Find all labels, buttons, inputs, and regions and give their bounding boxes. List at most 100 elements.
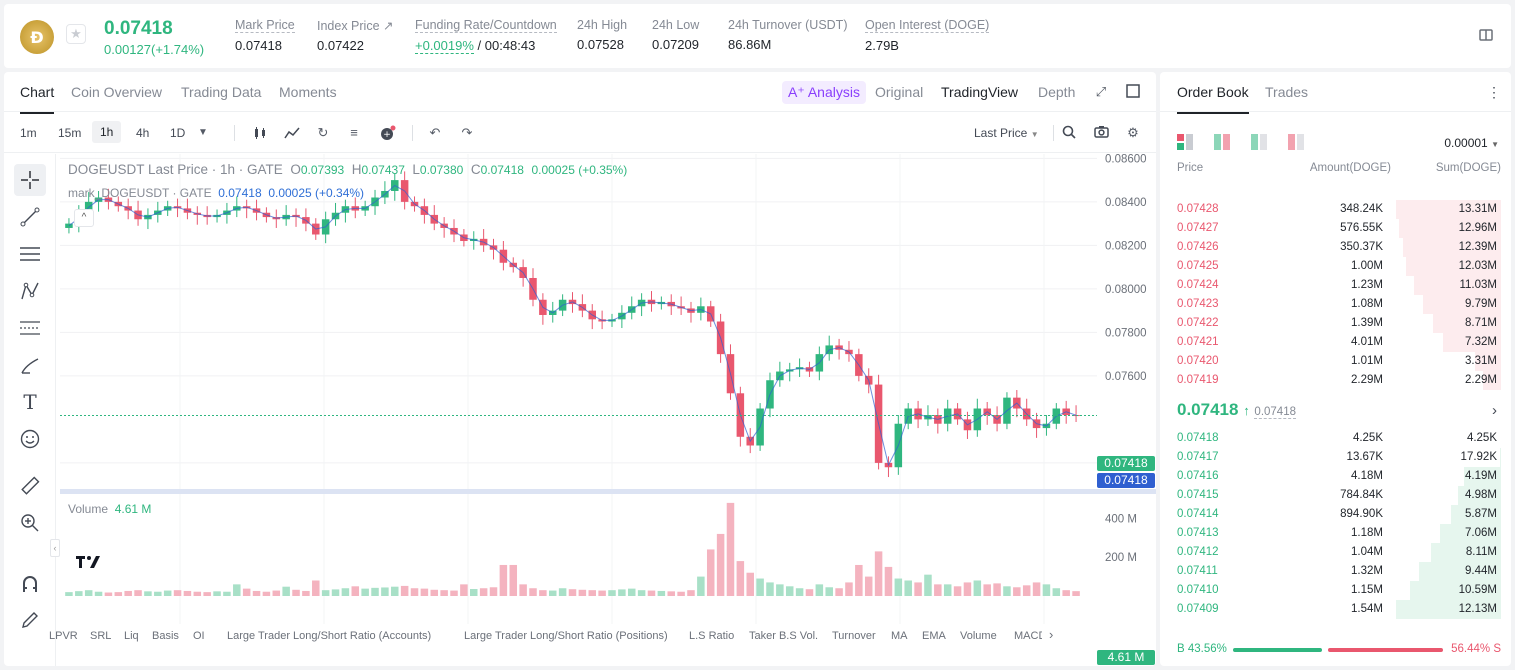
- tab-original[interactable]: Original: [875, 84, 924, 100]
- more-options-icon[interactable]: ⋮: [1487, 84, 1501, 100]
- indicator-taker-bs[interactable]: Taker B.S Vol.: [749, 630, 819, 642]
- indicators-icon[interactable]: [284, 125, 300, 141]
- tab-coin-overview[interactable]: Coin Overview: [71, 84, 163, 100]
- volume-bar: [183, 590, 192, 596]
- bid-price: 0.07413: [1177, 527, 1219, 539]
- chevron-right-icon[interactable]: ›: [1492, 402, 1497, 419]
- indicator-lpvr[interactable]: LPVR: [49, 630, 78, 642]
- templates-icon[interactable]: ≡: [350, 125, 358, 140]
- chart-legend-mark: mark_DOGEUSDT · GATE 0.07418 0.00025 (+0…: [68, 186, 364, 200]
- pencil-icon[interactable]: [14, 604, 46, 636]
- candlestick-chart[interactable]: 0.08600 0.08400 0.08200 0.08000 0.07800 0.076…: [60, 153, 1156, 624]
- ask-amount: 2.29M: [1351, 374, 1383, 386]
- bid-row[interactable]: 0.07412 1.04M 8.11M: [1160, 543, 1511, 562]
- collapse-legend-button[interactable]: ^: [74, 209, 94, 227]
- chart-plot-area[interactable]: 0.08600 0.08400 0.08200 0.08000 0.07800 0.076…: [60, 153, 1156, 666]
- refresh-icon[interactable]: ↻: [317, 125, 329, 140]
- candles-icon[interactable]: [252, 125, 268, 141]
- ask-row[interactable]: 0.07420 1.01M 3.31M: [1160, 352, 1511, 371]
- tab-chart[interactable]: Chart: [20, 84, 55, 114]
- tab-order-book[interactable]: Order Book: [1177, 84, 1249, 114]
- brush-icon[interactable]: [14, 349, 46, 381]
- interval-1h[interactable]: 1h: [92, 121, 122, 143]
- bid-sum: 5.87M: [1465, 508, 1497, 520]
- indicator-large-trader-accounts[interactable]: Large Trader Long/Short Ratio (Accounts): [227, 630, 432, 642]
- bid-row[interactable]: 0.07416 4.18M 4.19M: [1160, 467, 1511, 486]
- bid-row[interactable]: 0.07413 1.18M 7.06M: [1160, 524, 1511, 543]
- ruler-icon[interactable]: [14, 470, 46, 502]
- legend-low: 0.07380: [419, 163, 464, 177]
- book-icon[interactable]: [1479, 28, 1493, 42]
- indicator-oi[interactable]: OI: [193, 630, 205, 642]
- ask-row[interactable]: 0.07426 350.37K 12.39M: [1160, 238, 1511, 257]
- tab-trading-data[interactable]: Trading Data: [181, 84, 262, 100]
- volume-bar: [647, 590, 656, 596]
- bid-row[interactable]: 0.07414 894.90K 5.87M: [1160, 505, 1511, 524]
- ask-row[interactable]: 0.07424 1.23M 11.03M: [1160, 276, 1511, 295]
- camera-icon[interactable]: [1093, 125, 1109, 141]
- tab-depth[interactable]: Depth: [1038, 84, 1076, 100]
- interval-1m[interactable]: 1m: [20, 126, 37, 140]
- interval-15m[interactable]: 15m: [58, 126, 82, 140]
- indicator-turnover[interactable]: Turnover: [832, 630, 876, 642]
- ask-row[interactable]: 0.07422 1.39M 8.71M: [1160, 314, 1511, 333]
- fib-retracement-icon[interactable]: [14, 312, 46, 344]
- ask-row[interactable]: 0.07421 4.01M 7.32M: [1160, 333, 1511, 352]
- pattern-icon[interactable]: [14, 275, 46, 307]
- undo-icon[interactable]: ↶: [429, 125, 441, 140]
- buy-ratio: B 43.56%: [1177, 643, 1227, 655]
- window-icon[interactable]: [1125, 84, 1141, 100]
- bid-row[interactable]: 0.07417 13.67K 17.92K: [1160, 448, 1511, 467]
- ask-row[interactable]: 0.07419 2.29M 2.29M: [1160, 371, 1511, 390]
- ask-row[interactable]: 0.07425 1.00M 12.03M: [1160, 257, 1511, 276]
- indicator-volume[interactable]: Volume: [960, 630, 997, 642]
- magnet-icon[interactable]: [14, 568, 46, 600]
- precision-select[interactable]: 0.00001 ▼: [1444, 136, 1499, 150]
- gear-icon[interactable]: ⚙: [1127, 125, 1139, 140]
- smiley-icon[interactable]: [14, 423, 46, 455]
- stat-funding-rate[interactable]: Funding Rate/Countdown +0.0019% / 00:48:…: [415, 18, 557, 54]
- tab-trades[interactable]: Trades: [1265, 84, 1309, 100]
- bid-price: 0.07409: [1177, 603, 1219, 615]
- zoom-in-icon[interactable]: [14, 507, 46, 539]
- ai-analysis-button[interactable]: A⁺ Analysis: [782, 81, 866, 104]
- bid-price: 0.07411: [1177, 565, 1218, 577]
- tab-tradingview[interactable]: TradingView: [941, 84, 1019, 100]
- alert-add-icon[interactable]: +: [379, 125, 396, 141]
- redo-icon[interactable]: ↷: [461, 125, 473, 140]
- ask-row[interactable]: 0.07428 348.24K 13.31M: [1160, 200, 1511, 219]
- indicator-liq[interactable]: Liq: [124, 630, 139, 642]
- legend-mark-value: 0.07418: [218, 186, 262, 200]
- collapse-tools-icon[interactable]: ‹: [50, 539, 60, 557]
- indicator-ls-ratio[interactable]: L.S Ratio: [689, 630, 735, 642]
- interval-dropdown-icon[interactable]: ▼: [198, 127, 208, 138]
- bid-row[interactable]: 0.07410 1.15M 10.59M: [1160, 581, 1511, 600]
- indicator-srl[interactable]: SRL: [90, 630, 112, 642]
- search-icon[interactable]: [1061, 125, 1077, 141]
- trend-line-icon[interactable]: [14, 201, 46, 233]
- indicator-macd[interactable]: MACD: [1014, 630, 1042, 642]
- price-type-select[interactable]: Last Price ▼: [974, 126, 1039, 140]
- crosshair-icon[interactable]: [14, 164, 46, 196]
- horizontal-lines-icon[interactable]: [14, 238, 46, 270]
- mid-price[interactable]: 0.07418 ↑ 0.07418: [1177, 400, 1296, 420]
- text-tool-icon[interactable]: T: [23, 390, 37, 414]
- indicator-ma[interactable]: MA: [891, 630, 908, 642]
- interval-4h[interactable]: 4h: [136, 126, 150, 140]
- stat-mark-price: Mark Price 0.07418: [235, 18, 295, 53]
- ask-row[interactable]: 0.07427 576.55K 12.96M: [1160, 219, 1511, 238]
- expand-icon[interactable]: ⤢: [1095, 84, 1107, 99]
- indicator-ema[interactable]: EMA: [922, 630, 946, 642]
- ask-row[interactable]: 0.07423 1.08M 9.79M: [1160, 295, 1511, 314]
- indicator-basis[interactable]: Basis: [152, 630, 179, 642]
- indicator-large-trader-positions[interactable]: Large Trader Long/Short Ratio (Positions…: [464, 630, 668, 642]
- tab-moments[interactable]: Moments: [279, 84, 337, 100]
- bid-row[interactable]: 0.07409 1.54M 12.13M: [1160, 600, 1511, 619]
- interval-1d[interactable]: 1D: [170, 126, 186, 140]
- bid-row[interactable]: 0.07411 1.32M 9.44M: [1160, 562, 1511, 581]
- bid-row[interactable]: 0.07418 4.25K 4.25K: [1160, 429, 1511, 448]
- chevron-right-icon[interactable]: ›: [1049, 627, 1054, 642]
- stat-index-price[interactable]: Index Price ↗ 0.07422: [317, 18, 393, 53]
- bid-row[interactable]: 0.07415 784.84K 4.98M: [1160, 486, 1511, 505]
- favorite-star-icon[interactable]: ★: [66, 24, 86, 44]
